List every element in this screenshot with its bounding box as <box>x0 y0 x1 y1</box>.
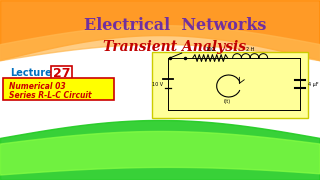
Text: 10Ω: 10Ω <box>205 47 215 52</box>
Text: Lecture: Lecture <box>10 68 52 78</box>
FancyBboxPatch shape <box>152 52 308 118</box>
Text: Electrical  Networks: Electrical Networks <box>84 17 266 34</box>
Text: i(t): i(t) <box>223 99 230 104</box>
Text: 27: 27 <box>53 67 71 80</box>
Text: Transient Analysis: Transient Analysis <box>103 40 246 54</box>
Text: Numerical 03: Numerical 03 <box>9 82 66 91</box>
Text: 2 H: 2 H <box>246 47 254 52</box>
Text: 4 μF: 4 μF <box>308 82 318 87</box>
Text: Series R-L-C Circuit: Series R-L-C Circuit <box>9 91 92 100</box>
FancyBboxPatch shape <box>4 78 114 100</box>
Text: 10 V: 10 V <box>152 82 163 87</box>
FancyBboxPatch shape <box>52 66 72 80</box>
